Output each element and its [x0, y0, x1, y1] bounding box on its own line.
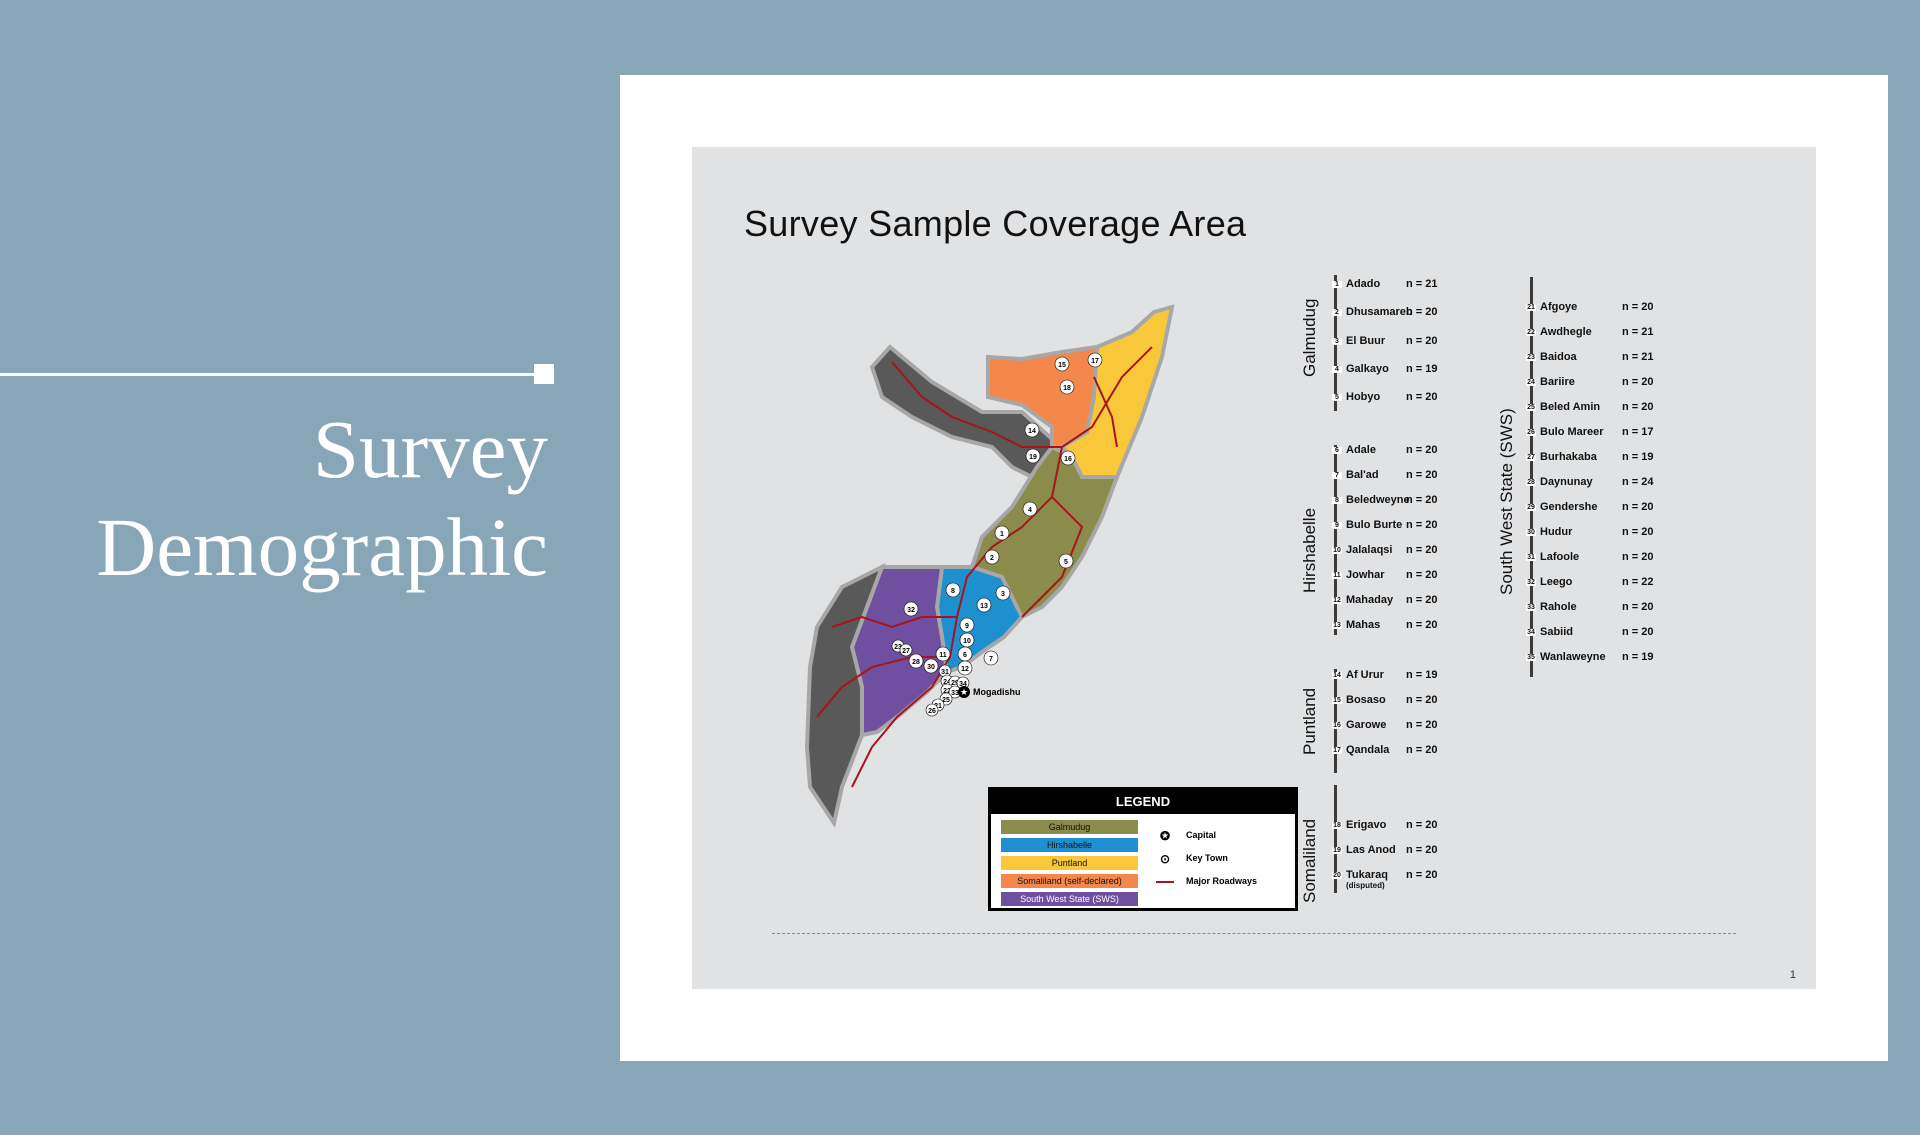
region-bar-hirshabelle [1334, 445, 1337, 635]
svg-text:24: 24 [943, 679, 951, 686]
capital-label: Mogadishu [973, 687, 1021, 697]
svg-text:23: 23 [894, 644, 902, 651]
heading-line-2: Demographic [96, 501, 548, 593]
region-label-hirshabelle: Hirshabelle [1300, 507, 1319, 593]
town-marker: 34 [956, 676, 970, 690]
town-marker: 19 [1025, 448, 1041, 464]
svg-text:10: 10 [963, 638, 971, 645]
town-marker: 1 [994, 525, 1010, 541]
svg-text:3: 3 [1001, 591, 1005, 598]
town-marker: 9 [959, 617, 975, 633]
svg-text:1: 1 [1000, 531, 1004, 538]
legend-swatch-hirshabelle: Hirshabelle [1001, 838, 1138, 852]
town-marker: 16 [1060, 450, 1076, 466]
divider-line [0, 373, 540, 376]
town-marker: 6 [957, 646, 973, 662]
legend-swatch-somaliland: Somaliland (self-declared) [1001, 874, 1138, 888]
town-marker: 4 [1022, 501, 1038, 517]
svg-text:33: 33 [951, 690, 959, 697]
region-label-somaliland: Somaliland [1300, 818, 1319, 903]
svg-text:13: 13 [980, 603, 988, 610]
target-circle-icon: ⊙ [1159, 852, 1171, 866]
region-bar-sws [1530, 277, 1533, 677]
footer-divider [772, 933, 1736, 934]
legend-swatch-sws: South West State (SWS) [1001, 892, 1138, 906]
town-marker: 28 [908, 653, 924, 669]
town-marker: 18 [1059, 379, 1075, 395]
region-bar-somaliland [1334, 785, 1337, 893]
svg-text:17: 17 [1091, 358, 1099, 365]
svg-text:29: 29 [951, 680, 959, 687]
town-marker: 27 [899, 643, 913, 657]
svg-text:11: 11 [939, 652, 947, 659]
svg-text:18: 18 [1063, 385, 1071, 392]
town-marker: 15 [1054, 356, 1070, 372]
region-label-sws: South West State (SWS) [1497, 408, 1516, 595]
map-panel: Survey Sample Coverage Area [692, 147, 1816, 989]
document-page: Survey Sample Coverage Area [620, 75, 1888, 1061]
somalia-map: 1 2 3 4 5 7 8 9 10 11 6 12 13 14 15 16 1… [804, 304, 1175, 829]
town-marker: 8 [945, 582, 961, 598]
svg-text:25: 25 [942, 697, 950, 704]
svg-text:4: 4 [1028, 507, 1032, 514]
svg-text:21: 21 [934, 703, 942, 710]
region-galmudug [969, 444, 1120, 620]
svg-text:8: 8 [951, 588, 955, 595]
svg-text:28: 28 [912, 659, 920, 666]
town-marker: 3 [995, 585, 1011, 601]
svg-text:14: 14 [1028, 428, 1036, 435]
svg-text:32: 32 [907, 607, 915, 614]
region-label-puntland: Puntland [1300, 687, 1319, 755]
legend-title: LEGEND [991, 790, 1295, 814]
svg-text:15: 15 [1058, 362, 1066, 369]
star-circle-icon: ★ [960, 687, 968, 697]
town-marker: 11 [935, 646, 951, 662]
svg-text:19: 19 [1029, 454, 1037, 461]
region-bar-puntland [1334, 669, 1337, 773]
svg-text:9: 9 [965, 623, 969, 630]
svg-text:31: 31 [941, 669, 949, 676]
roadways [816, 346, 1153, 788]
svg-text:2: 2 [990, 555, 994, 562]
region-jubaland [804, 562, 886, 829]
heading-line-1: Survey [312, 403, 548, 495]
town-marker: 32 [903, 601, 919, 617]
town-marker: 31 [938, 664, 952, 678]
town-markers: 1 2 3 4 5 7 8 9 10 11 6 12 13 14 15 16 1… [891, 352, 1103, 717]
town-marker: 2 [984, 549, 1000, 565]
slide-heading: Survey Demographic [96, 400, 548, 596]
map-legend: LEGEND Galmudug Hirshabelle Puntland Som… [988, 787, 1298, 911]
svg-text:27: 27 [902, 648, 910, 655]
town-marker: 10 [959, 632, 975, 648]
svg-text:30: 30 [927, 664, 935, 671]
town-marker: 12 [957, 660, 973, 676]
town-marker: 17 [1087, 352, 1103, 368]
town-marker: 13 [976, 597, 992, 613]
star-circle-icon: ✪ [1159, 829, 1171, 843]
svg-text:5: 5 [1064, 559, 1068, 566]
town-marker: 26 [925, 703, 939, 717]
page-number: 1 [1789, 969, 1796, 981]
svg-text:34: 34 [959, 681, 967, 688]
capital-marker: ★ Mogadishu [958, 686, 1021, 698]
map-title: Survey Sample Coverage Area [744, 203, 1247, 244]
svg-text:26: 26 [928, 708, 936, 715]
svg-text:12: 12 [961, 666, 969, 673]
town-marker: 7 [983, 650, 999, 666]
divider-end-square [534, 364, 554, 384]
town-marker: 30 [923, 658, 939, 674]
svg-text:7: 7 [989, 656, 993, 663]
town-marker: 5 [1058, 553, 1074, 569]
region-label-galmudug: Galmudug [1300, 298, 1319, 377]
legend-swatch-galmudug: Galmudug [1001, 820, 1138, 834]
red-line-icon [1156, 881, 1174, 883]
svg-text:22: 22 [943, 688, 951, 695]
svg-text:6: 6 [963, 652, 967, 659]
svg-text:16: 16 [1064, 456, 1072, 463]
legend-swatch-puntland: Puntland [1001, 856, 1138, 870]
town-marker: 14 [1024, 422, 1040, 438]
